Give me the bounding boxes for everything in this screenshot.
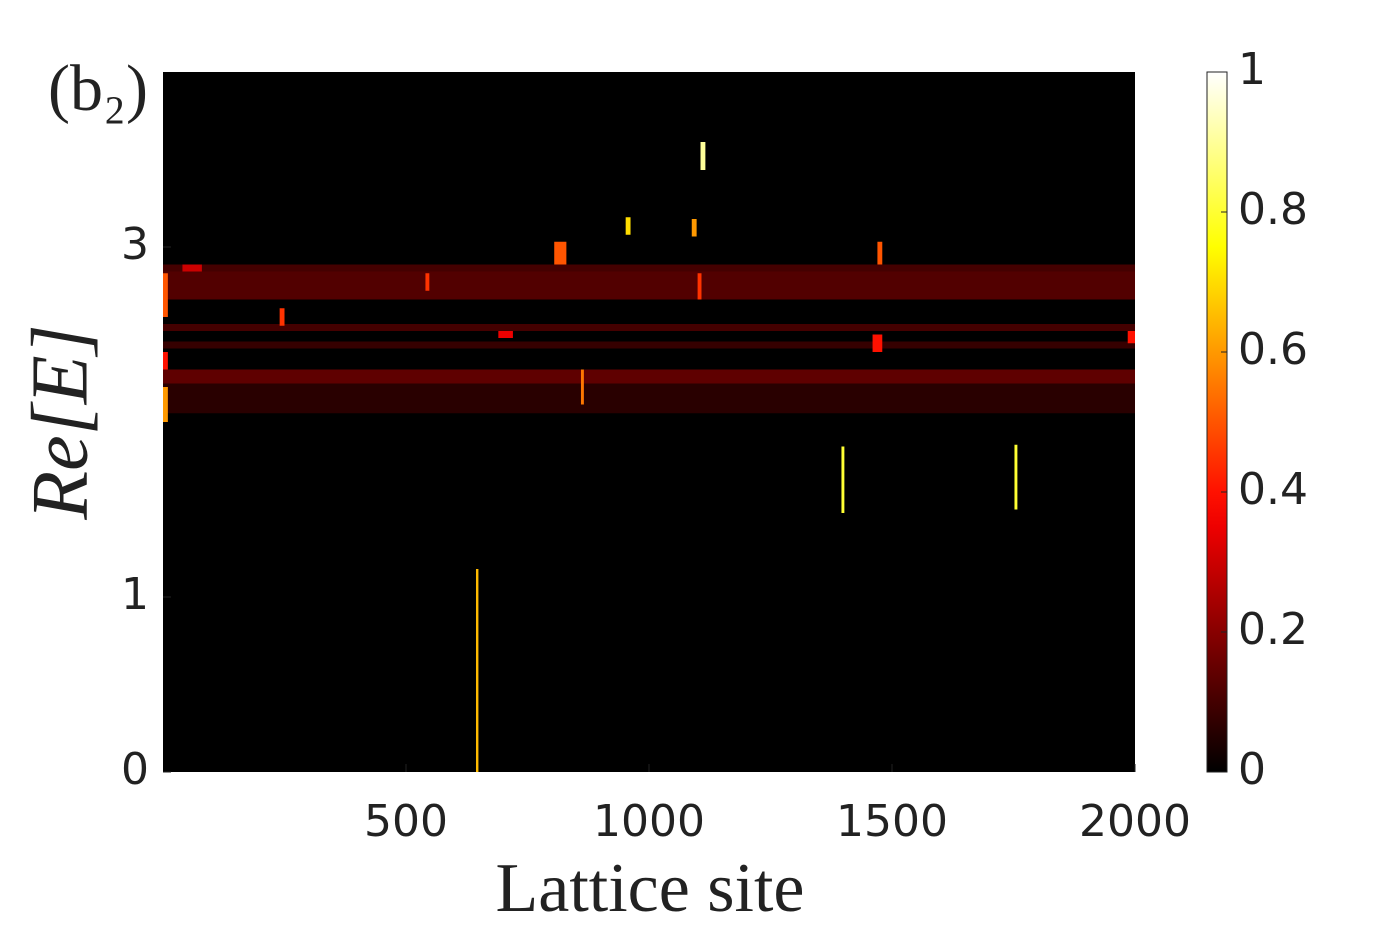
- heat-cell: [163, 352, 168, 370]
- heat-cell: [697, 273, 702, 300]
- heat-cell: [872, 334, 883, 352]
- x-tick-label: 500: [364, 796, 448, 847]
- heat-cell: [841, 446, 845, 513]
- heat-cell: [163, 324, 1135, 331]
- y-tick-label: 3: [121, 219, 149, 270]
- heat-cell: [554, 241, 567, 265]
- heat-cell: [1014, 444, 1018, 510]
- x-axis-label: Lattice site: [495, 850, 804, 927]
- colorbar-tick-label: 0: [1238, 744, 1266, 795]
- heat-cell: [163, 271, 1135, 300]
- heat-cell: [691, 219, 697, 237]
- heat-cell: [163, 383, 1135, 414]
- heat-cell: [182, 264, 202, 272]
- heat-cell: [700, 142, 706, 170]
- heat-cell: [163, 387, 168, 422]
- heat-cell: [163, 273, 168, 317]
- heat-cell: [498, 331, 513, 338]
- x-tick-label: 1000: [593, 796, 705, 847]
- plot-area: [163, 72, 1135, 772]
- heat-cell: [279, 308, 285, 326]
- heat-cell: [475, 569, 479, 772]
- y-axis-label: Re[E]: [16, 324, 104, 521]
- colorbar: [1206, 71, 1228, 773]
- colorbar-tick-label: 0.8: [1238, 184, 1308, 235]
- x-tick-label: 2000: [1079, 796, 1191, 847]
- heat-cell: [625, 217, 631, 235]
- y-tick-label: 0: [121, 744, 149, 795]
- heat-cell: [877, 241, 883, 265]
- heat-cell: [425, 273, 430, 291]
- cells: [163, 142, 1135, 772]
- x-tick-label: 1500: [836, 796, 948, 847]
- heat-cell: [163, 369, 1135, 387]
- heat-cell: [580, 369, 584, 405]
- colorbar-tick-label: 0.4: [1238, 464, 1308, 515]
- y-tick-label: 1: [121, 569, 149, 620]
- colorbar-tick-label: 0.6: [1238, 324, 1308, 375]
- colorbar-tick-label: 0.2: [1238, 604, 1308, 655]
- heat-cell: [163, 341, 1135, 349]
- heat-cell: [1127, 331, 1135, 344]
- chart-title: (b₂): [48, 52, 148, 125]
- colorbar-tick-label: 1: [1238, 44, 1266, 95]
- heat-cell: [163, 264, 1135, 272]
